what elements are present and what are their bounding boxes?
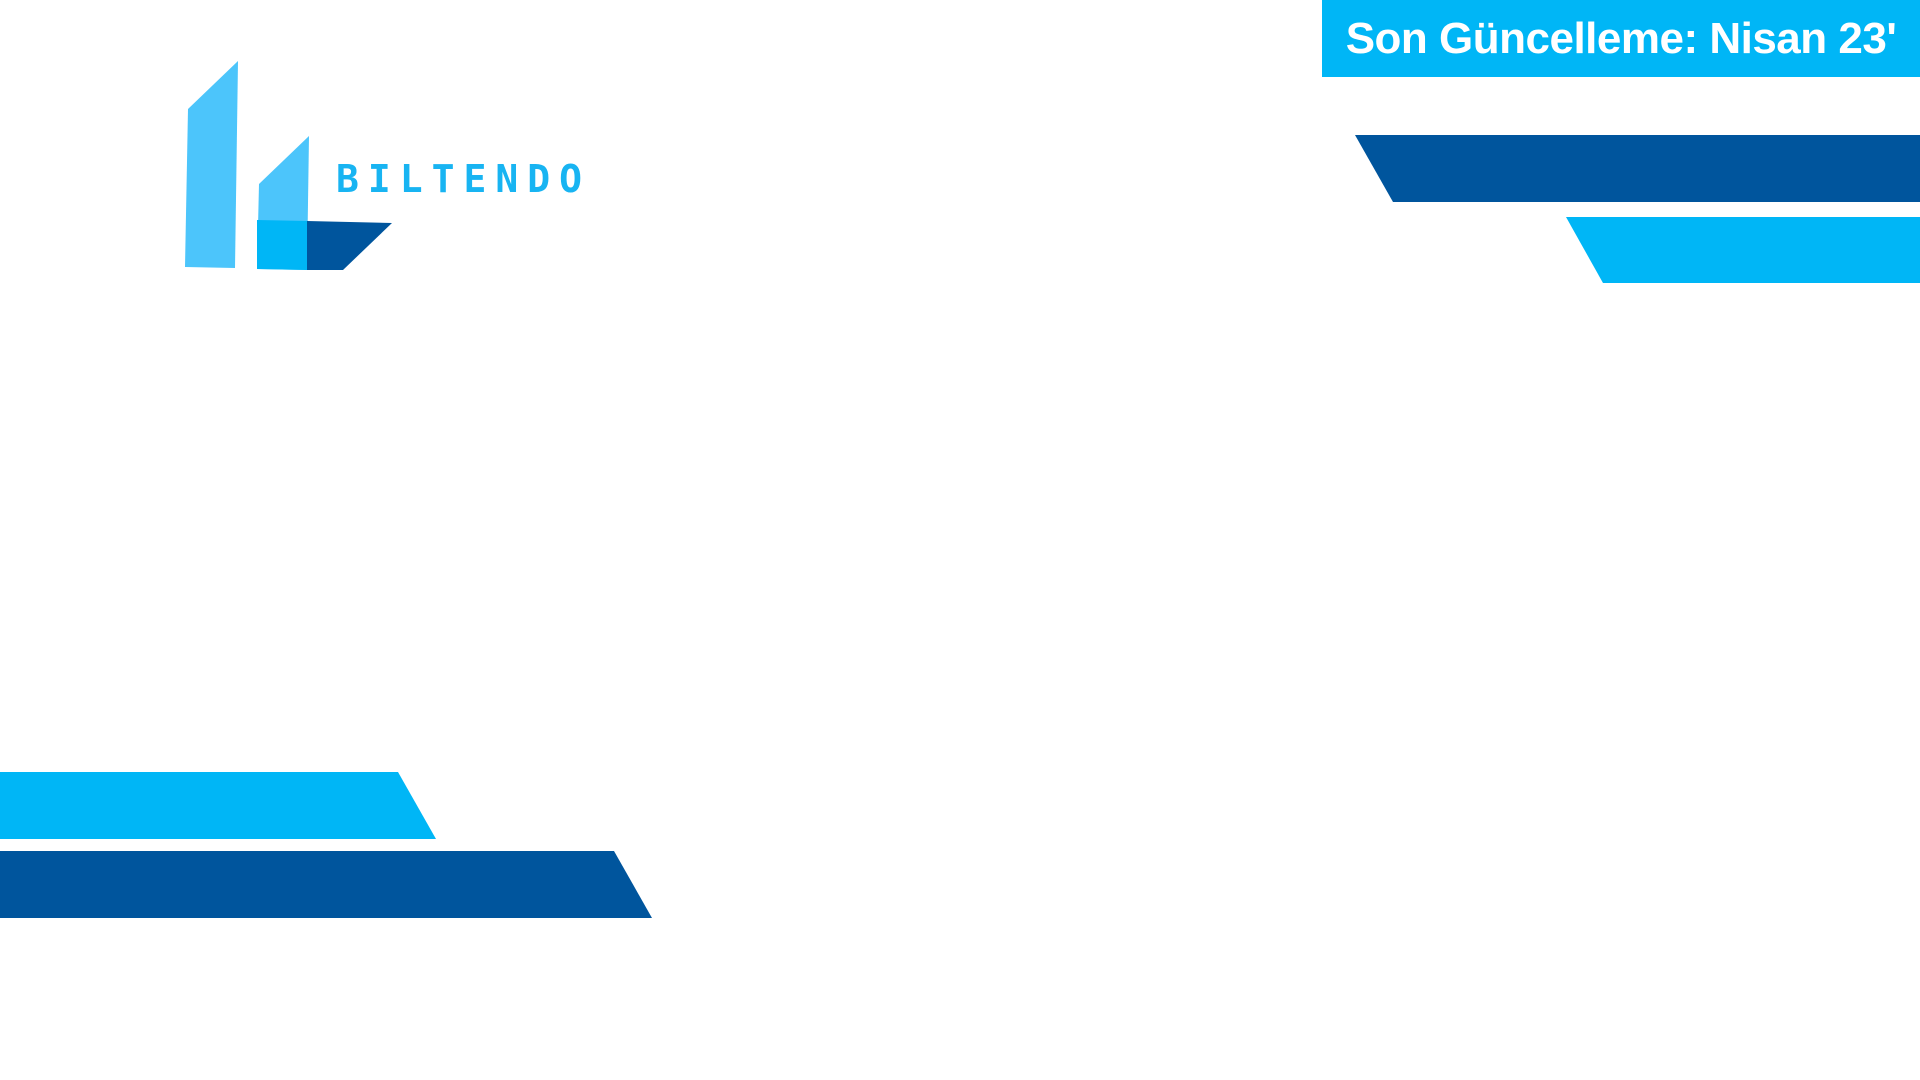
last-update-badge: Son Güncelleme: Nisan 23' [1322, 0, 1920, 77]
top-right-light-stripe [1566, 217, 1920, 283]
logo-base-mid [257, 220, 308, 270]
biltendo-wordmark: BILTENDO [336, 157, 592, 201]
bottom-left-light-stripe [0, 772, 436, 839]
logo-tall-bar [185, 61, 238, 268]
biltendo-logo-mark [185, 61, 392, 270]
bottom-left-dark-stripe [0, 851, 652, 918]
logo-foot [307, 221, 392, 270]
top-right-dark-stripe [1355, 135, 1920, 202]
last-update-text: Son Güncelleme: Nisan 23' [1345, 13, 1897, 63]
